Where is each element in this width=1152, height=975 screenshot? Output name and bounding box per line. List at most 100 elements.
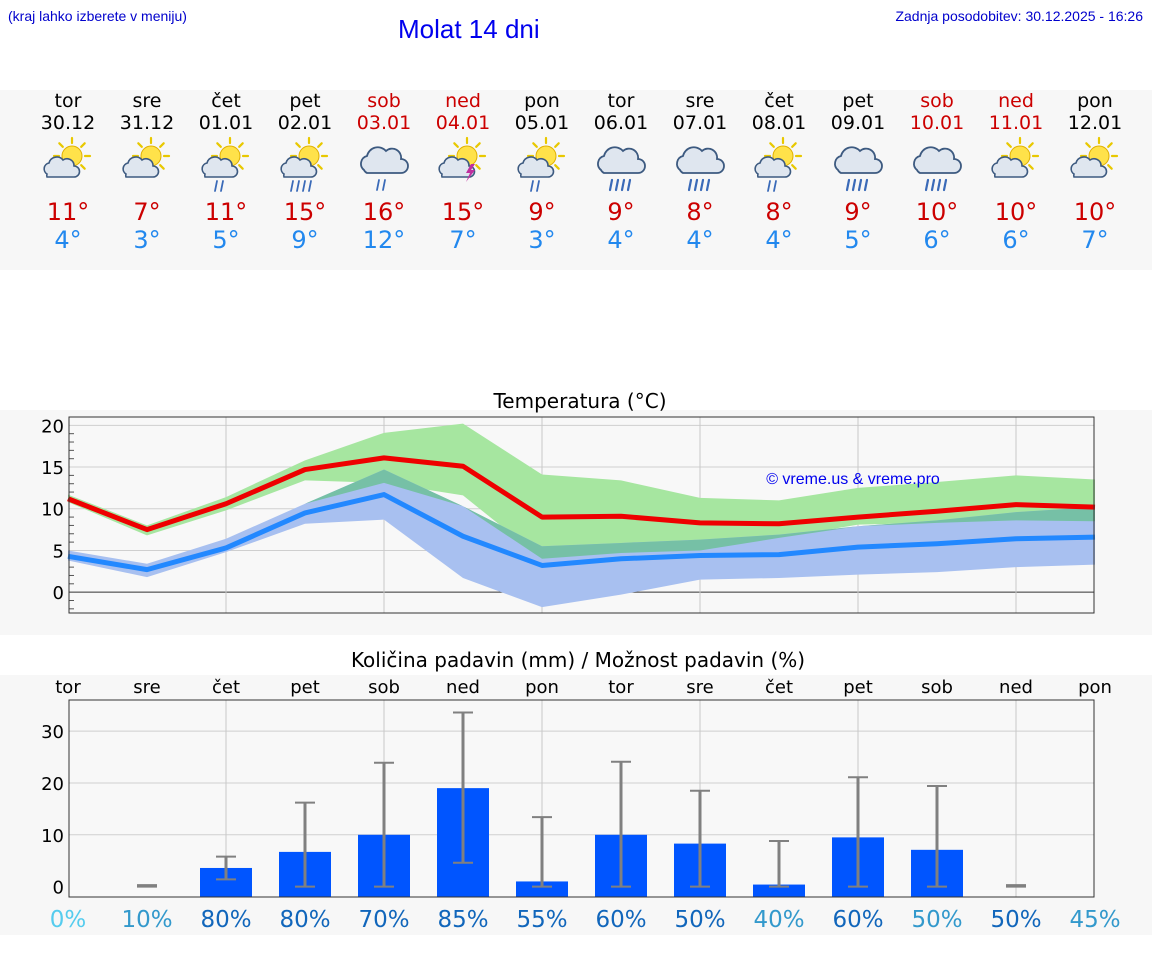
y-tick-label: 0 (53, 878, 64, 899)
rain-drop (693, 178, 699, 192)
sun-cloud-icon (122, 136, 171, 178)
forecast-date: 01.01 (199, 112, 253, 134)
rain-drop (608, 178, 614, 192)
forecast-min-temp: 6° (923, 226, 950, 254)
forecast-min-temp: 5° (212, 226, 239, 254)
forecast-max-temp: 15° (442, 198, 485, 226)
precip-day-label: sob (921, 677, 953, 698)
precip-day-label: tor (55, 677, 81, 698)
rain-drop (382, 179, 386, 191)
forecast-weekday: tor (608, 90, 635, 112)
rain-drop (773, 180, 777, 192)
forecast-date: 31.12 (120, 112, 174, 134)
forecast-max-temp: 16° (363, 198, 406, 226)
precip-probability-label: 50% (674, 907, 725, 933)
forecast-max-temp: 8° (686, 198, 713, 226)
precip-day-label: pet (290, 677, 320, 698)
precip-day-label: ned (446, 677, 480, 698)
forecast-max-temp: 9° (844, 198, 871, 226)
precip-day-label: čet (765, 677, 793, 698)
precipitation-plot-border (68, 699, 1095, 898)
rain-drop (687, 178, 693, 192)
precip-probability-label: 70% (358, 907, 409, 933)
forecast-date: 02.01 (278, 112, 332, 134)
precip-bar (516, 881, 568, 897)
rain-drop (614, 178, 620, 192)
forecast-weekday: sre (133, 90, 162, 112)
forecast-min-temp: 3° (528, 226, 555, 254)
cloud-rain-icon (676, 146, 725, 192)
precip-day-label: pon (1078, 677, 1112, 698)
min-temp-range-band (68, 469, 1095, 608)
sun-cloud-light-rain-icon (517, 136, 566, 192)
min-temp-line (67, 492, 1096, 573)
rain-drop (699, 178, 705, 192)
rain-drop (290, 180, 294, 192)
region-menu-hint[interactable]: (kraj lahko izberete v meniju) (8, 8, 187, 24)
sun-cloud-thunder-icon (438, 136, 487, 182)
forecast-date: 09.01 (831, 112, 885, 134)
sun-cloud-icon (1070, 136, 1119, 178)
sun-cloud-rain-icon (280, 136, 329, 192)
forecast-strip-background (0, 90, 1152, 270)
forecast-max-temp: 10° (916, 198, 959, 226)
rain-drop (936, 178, 942, 192)
cloud-rain-icon (834, 146, 883, 192)
forecast-min-temp: 5° (844, 226, 871, 254)
forecast-max-temp: 11° (205, 198, 248, 226)
rain-drop (220, 180, 224, 192)
y-tick-label: 20 (41, 416, 64, 437)
forecast-min-temp: 4° (686, 226, 713, 254)
y-tick-label: 15 (41, 458, 64, 479)
precip-probability-label: 60% (595, 907, 646, 933)
rain-drop (930, 178, 936, 192)
sun-cloud-light-rain-icon (754, 136, 803, 192)
forecast-date: 11.01 (989, 112, 1043, 134)
forecast-weekday: ned (998, 90, 1034, 112)
cloud-l-part (597, 146, 646, 174)
precip-probability-label: 40% (753, 907, 804, 933)
cloud-rain-icon (597, 146, 646, 192)
forecast-date: 30.12 (41, 112, 95, 134)
y-tick-label: 5 (53, 541, 64, 562)
y-tick-label: 30 (41, 722, 64, 743)
precip-day-label: sre (686, 677, 713, 698)
copyright-annotation: © vreme.us & vreme.pro (766, 471, 940, 488)
cloud-l-part (676, 146, 725, 174)
forecast-weekday: tor (55, 90, 82, 112)
range-overlap-band (68, 469, 1095, 564)
sun-cloud-icon (991, 136, 1040, 178)
cloud-l-part (834, 146, 883, 174)
rain-drop (851, 178, 857, 192)
forecast-weekday: čet (211, 90, 241, 112)
precip-probability-label: 80% (200, 907, 251, 933)
lightning-bolt (466, 164, 475, 182)
precip-bar (753, 884, 805, 897)
forecast-weekday: čet (764, 90, 794, 112)
rain-drop (767, 180, 771, 192)
rain-drop (376, 179, 380, 191)
forecast-date: 10.01 (910, 112, 964, 134)
forecast-date: 06.01 (594, 112, 648, 134)
precip-probability-label: 50% (990, 907, 1041, 933)
cloud-rain-icon (913, 146, 962, 192)
forecast-max-temp: 10° (995, 198, 1038, 226)
last-update-label: Zadnja posodobitev: 30.12.2025 - 16:26 (895, 8, 1143, 24)
forecast-max-temp: 11° (47, 198, 90, 226)
y-tick-label: 10 (41, 826, 64, 847)
rain-drop (942, 178, 948, 192)
forecast-min-temp: 9° (291, 226, 318, 254)
precip-probability-label: 80% (279, 907, 330, 933)
rain-drop (302, 180, 306, 192)
forecast-min-temp: 7° (449, 226, 476, 254)
forecast-max-temp: 10° (1074, 198, 1117, 226)
precip-probability-label: 0% (50, 907, 87, 933)
cloud-l-part (913, 146, 962, 174)
rain-drop (536, 180, 540, 192)
forecast-date: 04.01 (436, 112, 490, 134)
forecast-max-temp: 9° (528, 198, 555, 226)
forecast-date: 08.01 (752, 112, 806, 134)
cloud-light-rain-icon (360, 146, 409, 191)
precipitation-chart-title: Količina padavin (mm) / Možnost padavin … (351, 648, 805, 672)
